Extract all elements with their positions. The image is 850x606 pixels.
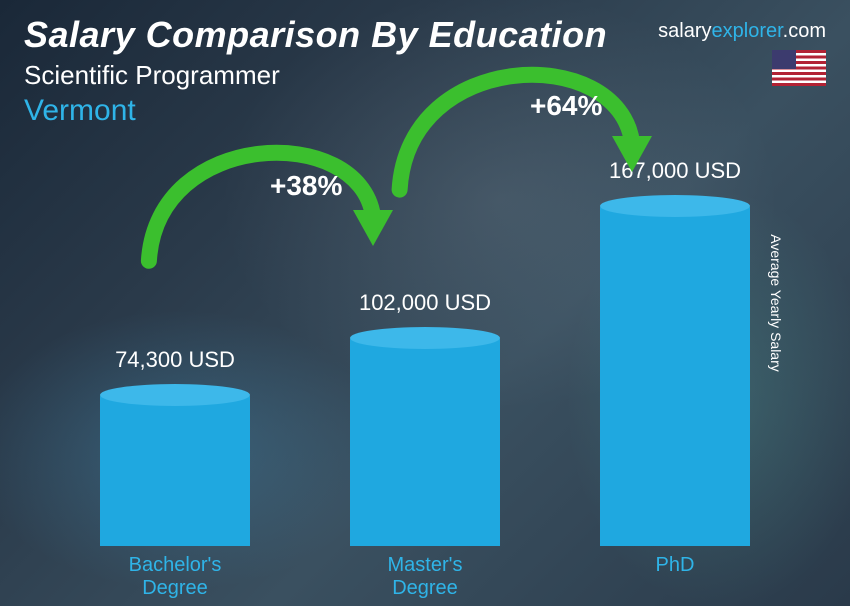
brand-accent: explorer [712, 20, 783, 42]
bar-cap [350, 327, 500, 349]
bar-cap [100, 384, 250, 406]
brand-suffix: .com [783, 20, 826, 42]
bar-label: PhD [575, 554, 775, 577]
bar [600, 206, 750, 546]
bar-cap [600, 195, 750, 217]
page-subtitle: Scientific Programmer [24, 60, 280, 91]
page-title: Salary Comparison By Education [24, 14, 607, 56]
bar-group: 102,000 USDMaster'sDegree [350, 338, 500, 546]
bar-value: 102,000 USD [325, 290, 525, 316]
brand-prefix: salary [658, 20, 711, 42]
brand-logo: salaryexplorer.com [658, 20, 826, 43]
bar-value: 74,300 USD [75, 347, 275, 373]
growth-label: +38% [270, 170, 342, 202]
bar [100, 395, 250, 546]
bar-label: Master'sDegree [325, 554, 525, 600]
bar [350, 338, 500, 546]
bar-group: 74,300 USDBachelor'sDegree [100, 395, 250, 546]
bar-group: 167,000 USDPhD [600, 206, 750, 546]
bar-value: 167,000 USD [575, 158, 775, 184]
growth-label: +64% [530, 90, 602, 122]
salary-bar-chart: 74,300 USDBachelor'sDegree 102,000 USDMas… [60, 146, 790, 546]
bar-label: Bachelor'sDegree [75, 554, 275, 600]
page-location: Vermont [24, 94, 136, 128]
flag-icon [772, 50, 826, 86]
